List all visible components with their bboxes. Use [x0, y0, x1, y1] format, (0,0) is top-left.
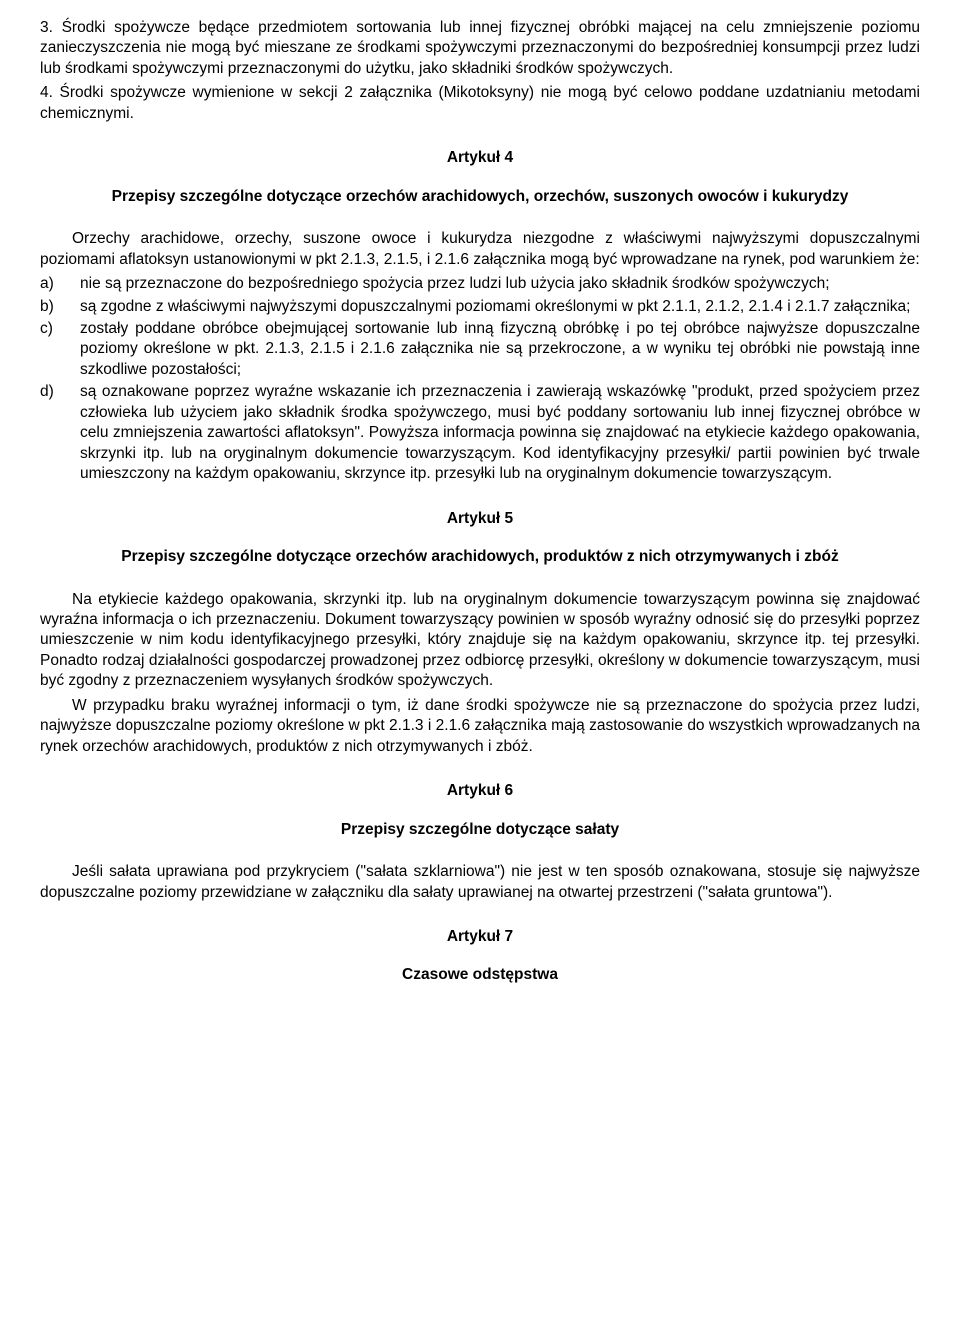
article-5-p1: Na etykiecie każdego opakowania, skrzynk… [40, 590, 920, 692]
list-item: a) nie są przeznaczone do bezpośredniego… [40, 274, 920, 294]
article-5-subtitle: Przepisy szczególne dotyczące orzechów a… [40, 547, 920, 567]
list-body: są zgodne z właściwymi najwyższymi dopus… [80, 297, 920, 317]
article-6-subtitle: Przepisy szczególne dotyczące sałaty [40, 820, 920, 840]
list-item: b) są zgodne z właściwymi najwyższymi do… [40, 297, 920, 317]
list-marker: d) [40, 382, 80, 484]
list-marker: a) [40, 274, 80, 294]
list-body: nie są przeznaczone do bezpośredniego sp… [80, 274, 920, 294]
list-marker: b) [40, 297, 80, 317]
article-6-p1: Jeśli sałata uprawiana pod przykryciem (… [40, 862, 920, 903]
article-7-title: Artykuł 7 [40, 927, 920, 947]
paragraph-4: 4. Środki spożywcze wymienione w sekcji … [40, 83, 920, 124]
list-body: są oznakowane poprzez wyraźne wskazanie … [80, 382, 920, 484]
list-item: c) zostały poddane obróbce obejmującej s… [40, 319, 920, 380]
paragraph-3: 3. Środki spożywcze będące przedmiotem s… [40, 18, 920, 79]
article-5-title: Artykuł 5 [40, 509, 920, 529]
article-6-title: Artykuł 6 [40, 781, 920, 801]
article-4-subtitle: Przepisy szczególne dotyczące orzechów a… [40, 187, 920, 207]
article-4-title: Artykuł 4 [40, 148, 920, 168]
list-item: d) są oznakowane poprzez wyraźne wskazan… [40, 382, 920, 484]
article-7-subtitle: Czasowe odstępstwa [40, 965, 920, 985]
list-body: zostały poddane obróbce obejmującej sort… [80, 319, 920, 380]
list-marker: c) [40, 319, 80, 380]
article-5-p2: W przypadku braku wyraźnej informacji o … [40, 696, 920, 757]
article-4-intro: Orzechy arachidowe, orzechy, suszone owo… [40, 229, 920, 270]
